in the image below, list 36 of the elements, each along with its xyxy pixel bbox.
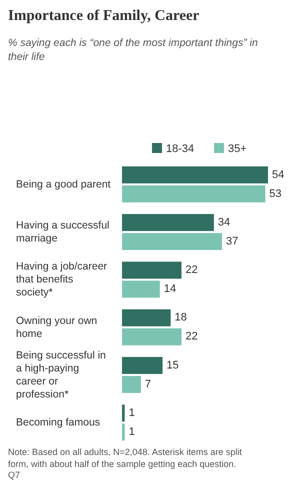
chart-subtitle: % saying each is “one of the most important things” in their life: [8, 37, 258, 63]
data-label: 53: [269, 188, 282, 200]
bar: [122, 280, 160, 298]
bar: [122, 424, 125, 441]
y-tick-label: Being a good parent: [16, 178, 111, 190]
bar: [122, 328, 182, 346]
data-label: 22: [185, 330, 198, 343]
data-label: 22: [185, 264, 198, 276]
y-tick-label: Having a job/career that benefits society*: [16, 260, 108, 298]
bar: [122, 356, 163, 374]
bar: [122, 166, 268, 184]
bar: [122, 262, 182, 279]
data-label: 14: [164, 283, 176, 296]
bar: [122, 233, 222, 250]
legend-label: 35+: [228, 143, 247, 155]
bar: [122, 404, 125, 422]
data-label: 1: [128, 426, 135, 438]
data-label: 15: [166, 359, 179, 372]
bar: [122, 309, 171, 326]
data-label: 34: [218, 216, 230, 228]
bar: [122, 376, 141, 393]
data-label: 7: [144, 378, 152, 390]
chart-title: Importance of Family, Career: [8, 8, 200, 24]
data-label: 1: [128, 407, 135, 420]
y-tick-label: Becoming famous: [16, 416, 100, 428]
bar: [122, 185, 266, 202]
data-label: 54: [272, 168, 284, 181]
bar: [122, 214, 214, 232]
y-tick-label: Having a successful marriage: [16, 219, 110, 244]
text: Q7: [8, 470, 20, 480]
data-label: 37: [226, 235, 238, 248]
y-tick-label: Owning your own home: [16, 314, 98, 340]
text: Note: Based on all adults, N=2,048. Asterisk items are split form, with about half of the sample getting each question.: [8, 447, 242, 469]
data-label: 18: [174, 312, 187, 324]
legend-label: 18-34: [166, 143, 194, 155]
y-tick-label: Being successful in a high-paying career or profession*: [16, 349, 106, 400]
